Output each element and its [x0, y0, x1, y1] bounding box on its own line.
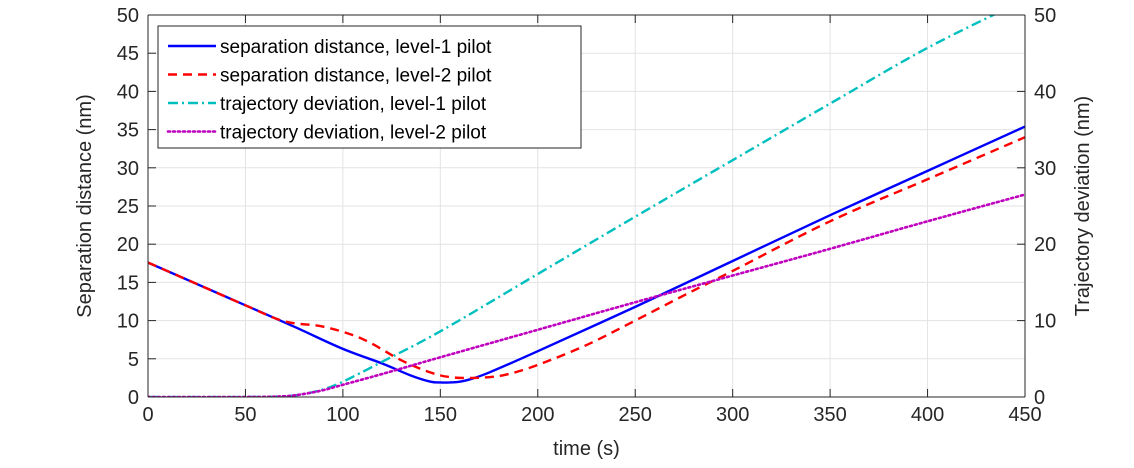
series-layer [148, 15, 1025, 397]
series-line-1 [148, 125, 1025, 384]
y-left-tick-label: 50 [117, 5, 139, 27]
y-right-tick-label: 0 [1034, 387, 1045, 409]
y-right-tick-label: 20 [1034, 234, 1056, 256]
x-tick-label: 150 [424, 404, 457, 426]
legend-box [157, 25, 582, 149]
legend-label-4: trajectory deviation, level-2 pilot [220, 123, 487, 144]
y-left-tick-label: 45 [117, 43, 139, 65]
legend-label-1: separation distance, level-1 pilot [220, 37, 492, 58]
y-left-tick-label: 35 [117, 120, 139, 142]
legend-label-3: trajectory deviation, level-1 pilot [220, 94, 487, 115]
y-right-tick-label: 10 [1034, 311, 1056, 333]
x-tick-label: 200 [521, 404, 554, 426]
y-left-axis-title: Separation distance (nm) [74, 94, 96, 317]
x-tick-label: 450 [1008, 404, 1041, 426]
y-left-tick-label: 5 [128, 349, 139, 371]
y-left-tick-label: 40 [117, 81, 139, 103]
x-tick-label: 250 [619, 404, 652, 426]
y-right-axis-title: Trajectory deviation (nm) [1072, 96, 1094, 316]
axes-layer: 0 50 100 150 200 250 300 350 400 4500510152025303… [74, 5, 1094, 460]
x-tick-label: 100 [326, 404, 359, 426]
y-left-tick-label: 0 [128, 387, 139, 409]
y-right-tick-label: 50 [1034, 5, 1056, 27]
series-clip-group [148, 15, 1025, 397]
y-right-tick-label: 40 [1034, 81, 1056, 103]
series-line-4 [148, 193, 1025, 397]
legend: separation distance, level-1 pilot separa… [157, 25, 582, 149]
y-left-tick-label: 10 [117, 311, 139, 333]
y-right-tick-label: 30 [1034, 158, 1056, 180]
x-tick-label: 300 [716, 404, 749, 426]
x-tick-label: 400 [911, 404, 944, 426]
legend-label-2: separation distance, level-2 pilot [220, 66, 492, 87]
y-left-tick-label: 15 [117, 272, 139, 294]
x-tick-label: 50 [234, 404, 256, 426]
y-left-tick-label: 25 [117, 196, 139, 218]
y-left-tick-label: 30 [117, 158, 139, 180]
x-axis-title: time (s) [553, 438, 620, 460]
x-tick-label: 0 [142, 404, 153, 426]
y-left-tick-label: 20 [117, 234, 139, 256]
series-line-2 [148, 136, 1025, 380]
x-tick-label: 350 [813, 404, 846, 426]
